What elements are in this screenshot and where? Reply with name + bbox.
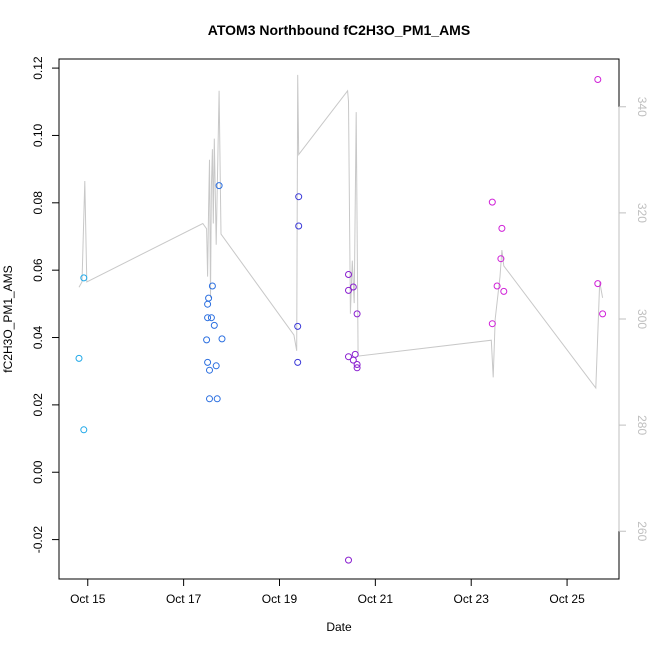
data-point <box>295 193 303 201</box>
y-tick-label: 0.04 <box>31 326 45 350</box>
y-tick-label: 0.06 <box>31 258 45 282</box>
data-point <box>203 336 211 344</box>
y-tick-label: 0.10 <box>31 123 45 147</box>
chart-title: ATOM3 Northbound fC2H3O_PM1_AMS <box>208 22 470 38</box>
data-point <box>345 271 352 278</box>
data-point <box>500 287 508 295</box>
y-tick-label: 0.00 <box>31 460 45 484</box>
data-point <box>498 224 506 232</box>
x-tick-label: Oct 21 <box>358 592 394 606</box>
data-point <box>80 274 88 282</box>
data-point <box>213 395 221 403</box>
data-point <box>488 198 496 206</box>
y-axis-left: -0.02 0.00 0.02 0.04 0.06 0.08 0.10 0.12 <box>31 56 60 554</box>
x-tick-label: Oct 17 <box>166 592 202 606</box>
data-point <box>345 286 352 294</box>
y2-tick-label: 300 <box>635 309 649 329</box>
y2-tick-label: 320 <box>635 203 649 223</box>
data-point <box>80 426 88 434</box>
data-point <box>208 282 216 290</box>
y-tick-label: -0.02 <box>31 526 45 554</box>
data-point <box>75 354 83 362</box>
y-axis-label: fC2H3O_PM1_AMS <box>1 265 15 372</box>
data-point <box>349 283 357 291</box>
data-point <box>204 314 212 322</box>
y2-tick-label: 280 <box>635 415 649 435</box>
data-point <box>353 364 361 372</box>
line-layer <box>78 74 604 390</box>
x-tick-label: Oct 23 <box>454 592 490 606</box>
y-tick-label: 0.08 <box>31 191 45 215</box>
y-axis-right: 260 280 300 320 340 <box>618 97 649 542</box>
data-point <box>215 182 223 190</box>
x-tick-label: Oct 25 <box>549 592 585 606</box>
data-point <box>294 322 302 330</box>
y2-tick-label: 260 <box>635 521 649 541</box>
data-point <box>206 366 213 374</box>
data-point <box>353 310 361 318</box>
data-point <box>594 76 602 83</box>
data-point <box>210 321 218 329</box>
data-point <box>497 255 505 263</box>
data-point <box>205 294 213 302</box>
x-axis-label: Date <box>326 620 352 634</box>
y-tick-label: 0.02 <box>31 393 45 417</box>
data-point <box>351 350 359 358</box>
data-point <box>206 395 213 403</box>
data-point <box>345 353 352 361</box>
data-point <box>493 282 501 290</box>
y-tick-label: 0.12 <box>31 56 45 80</box>
x-tick-label: Oct 19 <box>262 592 298 606</box>
secondary-series-line <box>78 74 604 390</box>
points-layer <box>75 76 607 564</box>
data-point <box>488 320 496 328</box>
data-point <box>212 362 220 370</box>
data-point <box>204 300 212 308</box>
data-point <box>594 280 602 288</box>
data-point <box>353 361 361 368</box>
data-point <box>294 358 302 366</box>
x-axis: Oct 15 Oct 17 Oct 19 Oct 21 Oct 23 Oct 25 <box>70 578 585 606</box>
data-point <box>207 314 215 322</box>
data-point <box>345 556 352 564</box>
data-point <box>295 222 303 230</box>
data-point <box>599 310 607 318</box>
y2-tick-label: 340 <box>635 97 649 117</box>
x-tick-label: Oct 15 <box>70 592 106 606</box>
data-point <box>204 358 212 366</box>
data-point <box>218 335 226 343</box>
plot-area-frame <box>58 58 620 580</box>
